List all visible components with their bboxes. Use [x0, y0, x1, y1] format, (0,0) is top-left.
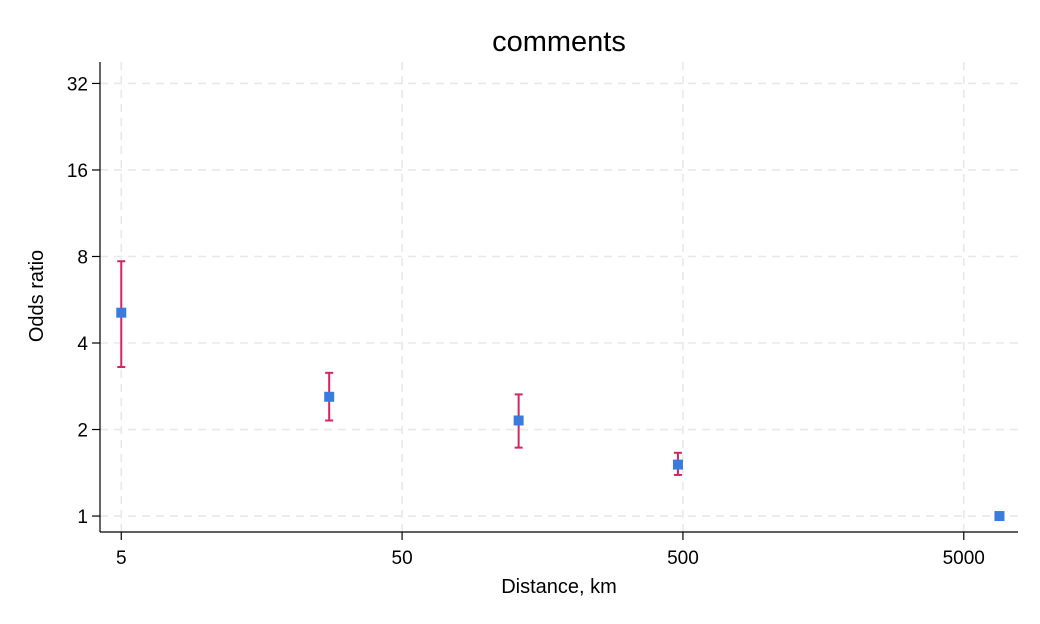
data-point [116, 307, 127, 318]
ticks: 5 50 500 5000 1 2 4 8 16 32 [67, 74, 985, 569]
data-point [672, 459, 683, 470]
chart-title: comments [492, 26, 626, 58]
y-tick-label: 4 [77, 334, 88, 355]
y-tick-label: 16 [67, 161, 88, 182]
y-tick-label: 32 [67, 74, 88, 95]
data-marks [116, 260, 1005, 522]
axes [99, 62, 1018, 533]
y-axis-label: Odds ratio [26, 250, 48, 342]
x-tick-label: 50 [392, 548, 413, 569]
x-tick-label: 5 [116, 548, 127, 569]
x-tick-label: 500 [667, 548, 699, 569]
data-point [324, 391, 335, 402]
grid [100, 62, 1018, 532]
x-axis-label: Distance, km [501, 576, 617, 598]
y-tick-label: 1 [77, 507, 88, 528]
data-point [994, 511, 1005, 522]
y-tick-label: 2 [77, 421, 88, 442]
data-point [513, 415, 524, 426]
y-tick-label: 8 [77, 247, 88, 268]
x-tick-label: 5000 [943, 548, 985, 569]
